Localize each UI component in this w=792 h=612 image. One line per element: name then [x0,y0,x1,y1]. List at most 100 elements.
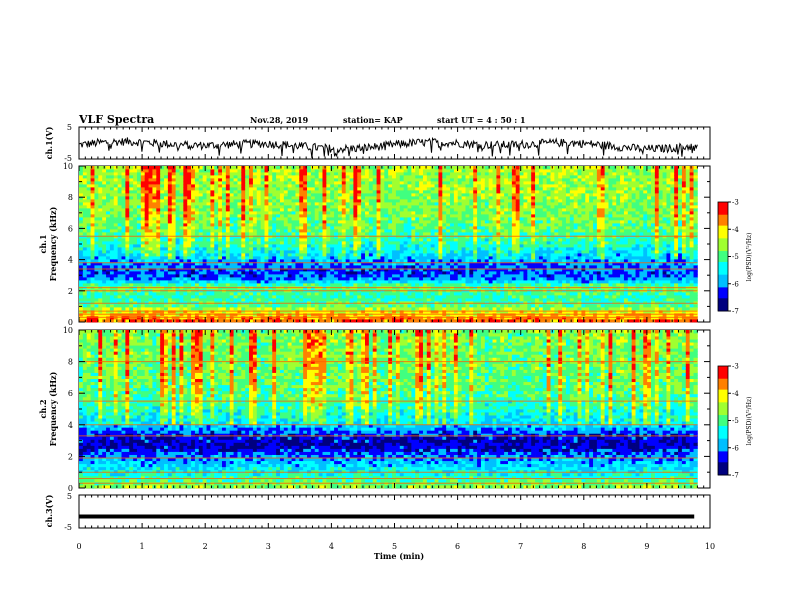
spectrogram-cell [288,223,292,226]
spectrogram-cell [400,178,404,181]
spectrogram-cell [253,184,257,187]
spectrogram-cell [384,292,388,295]
spectrogram-cell [253,187,257,190]
spectrogram-cell [330,283,334,286]
spectrogram-cell [392,184,396,187]
spectrogram-cell [164,238,168,241]
spectrogram-cell [346,298,350,301]
spectrogram-cell [118,187,122,190]
spectrogram-cell [299,301,303,304]
spectrogram-cell [261,244,265,247]
spectrogram-cell [404,217,408,220]
spectrogram-cell [183,307,187,310]
spectrogram-cell [442,193,446,196]
spectrogram-cell [203,187,207,190]
spectrogram-cell [226,187,230,190]
spectrogram-cell [249,295,253,298]
spectrogram-cell [404,214,408,217]
spectrogram-cell [284,181,288,184]
spectrogram-cell [326,196,330,199]
spectrogram-cell [419,220,423,223]
spectrogram-cell [311,319,315,322]
spectrogram-cell [207,172,211,175]
spectrogram-cell [83,178,87,181]
spectrogram-cell [187,220,191,223]
spectrogram-cell [265,172,269,175]
spectrogram-cell [342,202,346,205]
spectrogram-cell [83,232,87,235]
spectrogram-cell [214,274,218,277]
spectrogram-cell [357,190,361,193]
spectrogram-cell [87,277,91,280]
spectrogram-cell [183,217,187,220]
spectrogram-cell [149,301,153,304]
spectrogram-cell [214,214,218,217]
spectrogram-cell [411,256,415,259]
spectrogram-cell [91,280,95,283]
spectrogram-cell [292,244,296,247]
spectrogram-cell [218,223,222,226]
spectrogram-cell [261,310,265,313]
spectrogram-cell [373,283,377,286]
spectrogram-cell [114,280,118,283]
spectrogram-cell [237,265,241,268]
spectrogram-cell [303,274,307,277]
spectrogram-cell [315,214,319,217]
spectrogram-cell [118,172,122,175]
spectrogram-cell [137,208,141,211]
spectrogram-cell [361,250,365,253]
spectrogram-cell [156,208,160,211]
spectrogram-cell [230,298,234,301]
spectrogram-cell [145,244,149,247]
spectrogram-cell [222,226,226,229]
spectrogram-cell [334,193,338,196]
spectrogram-cell [160,277,164,280]
spectrogram-cell [94,217,98,220]
spectrogram-cell [315,187,319,190]
spectrogram-cell [122,301,126,304]
spectrogram-cell [419,253,423,256]
spectrogram-cell [83,229,87,232]
spectrogram-cell [342,220,346,223]
spectrogram-cell [346,259,350,262]
spectrogram-cell [129,277,133,280]
spectrogram-cell [141,304,145,307]
spectrogram-cell [141,196,145,199]
spectrogram-cell [199,256,203,259]
spectrogram-cell [176,244,180,247]
spectrogram-cell [373,247,377,250]
spectrogram-cell [183,244,187,247]
spectrogram-cell [199,250,203,253]
spectrogram-cell [404,271,408,274]
spectrogram-cell [288,211,292,214]
spectrogram-cell [280,310,284,313]
spectrogram-cell [176,292,180,295]
spectrogram-cell [191,208,195,211]
spectrogram-cell [408,214,412,217]
spectrogram-cell [210,307,214,310]
spectrogram-cell [199,253,203,256]
spectrogram-cell [431,259,435,262]
spectrogram-cell [203,304,207,307]
spectrogram-cell [203,292,207,295]
spectrogram-cell [91,271,95,274]
spectrogram-cell [79,220,83,223]
spectrogram-cell [373,211,377,214]
spectrogram-cell [94,190,98,193]
spectrogram-cell [237,178,241,181]
spectrogram-cell [110,310,114,313]
spectrogram-cell [234,202,238,205]
spectrogram-cell [234,244,238,247]
spectrogram-cell [241,277,245,280]
spectrogram-cell [110,208,114,211]
spectrogram-cell [195,247,199,250]
spectrogram-cell [427,238,431,241]
spectrogram-cell [350,181,354,184]
spectrogram-cell [191,190,195,193]
spectrogram-cell [346,166,350,169]
spectrogram-cell [203,298,207,301]
spectrogram-cell [284,205,288,208]
spectrogram-cell [141,256,145,259]
spectrogram-cell [249,220,253,223]
spectrogram-cell [435,298,439,301]
